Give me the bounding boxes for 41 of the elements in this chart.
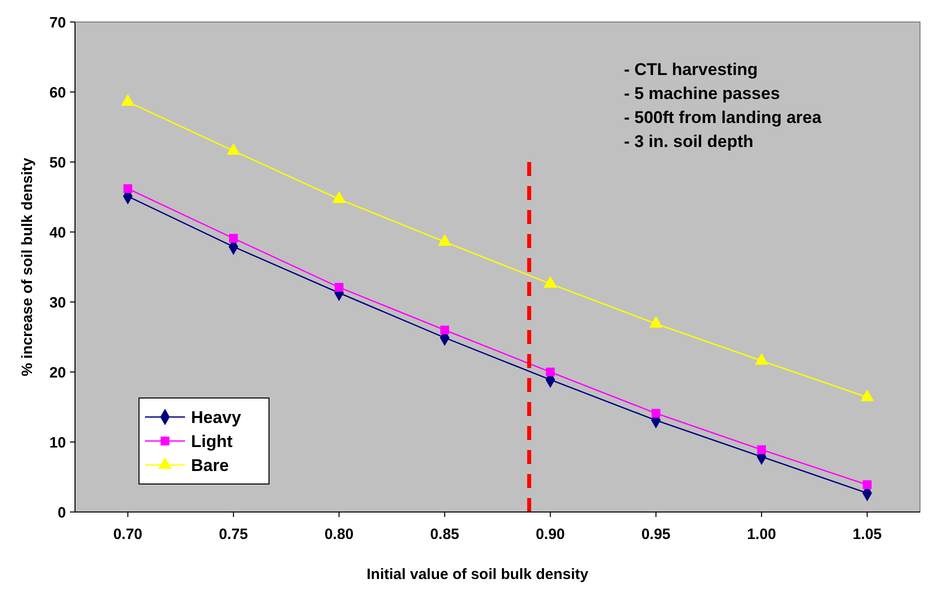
annotation: - CTL harvesting [624,60,758,79]
annotation: - 3 in. soil depth [624,132,754,151]
point [121,94,134,106]
point [652,408,660,418]
point [334,282,344,292]
x-tick-label: 0.90 [536,526,565,543]
x-tick-label: 0.80 [324,526,354,543]
legend-label: Light [191,432,233,451]
point [123,184,132,193]
point [438,234,452,246]
point [227,143,240,155]
legend-label: Heavy [191,408,242,427]
point [650,316,662,328]
y-tick-label: 70 [49,14,66,32]
y-axis-title: % increase of soil bulk density [19,157,36,376]
y-tick-label: 30 [49,294,66,312]
y-tick-label: 0 [58,504,66,522]
y-tick-label: 60 [49,84,66,102]
x-tick-label: 0.75 [218,526,248,543]
point [229,234,238,243]
point [862,480,872,490]
point [546,368,555,376]
y-tick-label: 10 [49,434,66,452]
x-tick-label: 1.00 [746,526,776,543]
point [332,192,346,204]
annotation: - 500ft from landing area [624,108,822,127]
legend-label: Bare [191,456,229,475]
point [860,390,874,402]
y-tick-label: 20 [49,364,66,382]
y-tick-label: 40 [49,224,66,242]
x-tick-label: 1.05 [852,526,882,543]
point [755,353,768,365]
point [544,276,557,288]
point [757,445,766,454]
y-tick-label: 50 [49,154,66,172]
x-tick-label: 0.70 [113,526,142,543]
x-tick-label: 0.85 [430,526,460,543]
point [440,326,450,334]
x-axis-title: Initial value of soil bulk density [366,566,590,583]
x-tick-label: 0.95 [641,526,671,543]
annotation: - 5 machine passes [624,84,780,103]
